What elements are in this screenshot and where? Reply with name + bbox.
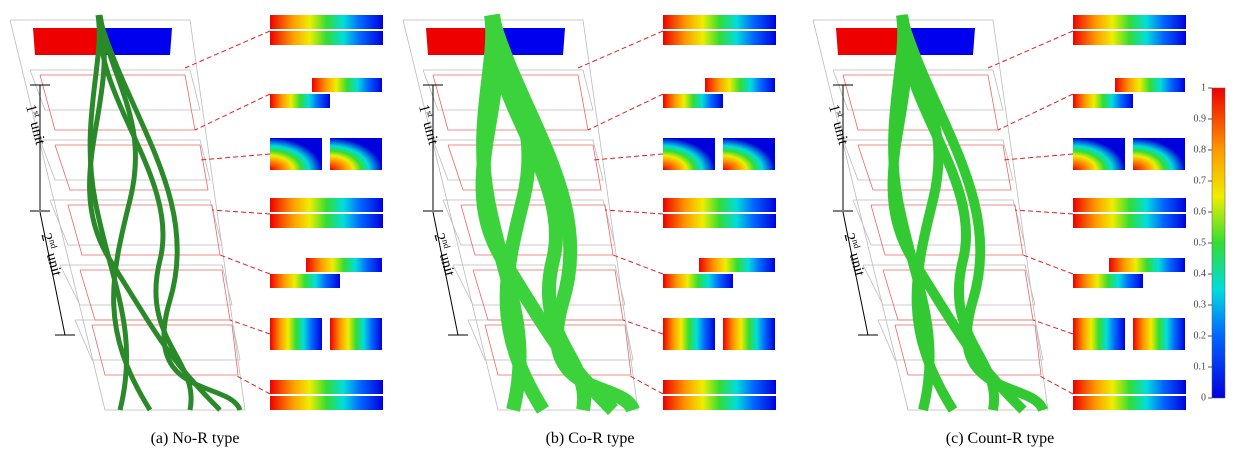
unit-label: 2ndunit: [430, 231, 459, 279]
unit-label: 2ndunit: [840, 231, 869, 279]
unit-label: 1stunit: [415, 102, 444, 147]
unit-suffix: nd: [440, 238, 452, 250]
unit-word: unit: [435, 251, 457, 278]
caption: (c) Count-R type: [946, 430, 1054, 447]
unit-word: unit: [829, 120, 851, 147]
tick-label: 0.4: [1194, 268, 1207, 279]
unit-word: unit: [845, 251, 867, 278]
tick-label: 0.6: [1194, 206, 1207, 217]
tick-label: 1: [1201, 82, 1206, 93]
unit-suffix: st: [835, 110, 846, 119]
tick-label: 0.2: [1194, 330, 1207, 341]
unit-label: 2ndunit: [37, 231, 66, 279]
unit-label: 1stunit: [825, 102, 854, 147]
unit-word: unit: [419, 120, 441, 147]
colorbar-ticks: 0 0.1 0.2 0.3 0.4 0.5 0.6 0.7 0.8 0.9 1: [1194, 82, 1213, 403]
unit-word: unit: [42, 251, 64, 278]
figure: (a) No-R type (b) Co-R type (c) Count-R …: [0, 0, 1245, 458]
tick-label: 0.1: [1194, 361, 1207, 372]
unit-suffix: nd: [47, 238, 59, 250]
caption: (b) Co-R type: [546, 430, 635, 447]
panel-a: [10, 15, 383, 410]
panel-c: [813, 15, 1186, 410]
tick-label: 0.3: [1194, 299, 1207, 310]
caption: (a) No-R type: [151, 430, 240, 447]
tick-label: 0.5: [1194, 237, 1207, 248]
tick-label: 0: [1201, 392, 1206, 403]
unit-word: unit: [26, 120, 48, 147]
unit-suffix: nd: [850, 238, 862, 250]
colorbar: [1212, 88, 1225, 398]
unit-labels: 1stunit 2ndunit 1stunit 2ndunit 1stunit 2ndun…: [22, 102, 870, 278]
unit-suffix: st: [425, 110, 436, 119]
panel-b: [403, 15, 776, 410]
tick-label: 0.7: [1194, 175, 1207, 186]
tick-label: 0.9: [1194, 113, 1207, 124]
tick-label: 0.8: [1194, 144, 1207, 155]
unit-label: 1stunit: [22, 102, 51, 147]
unit-suffix: st: [32, 110, 43, 119]
